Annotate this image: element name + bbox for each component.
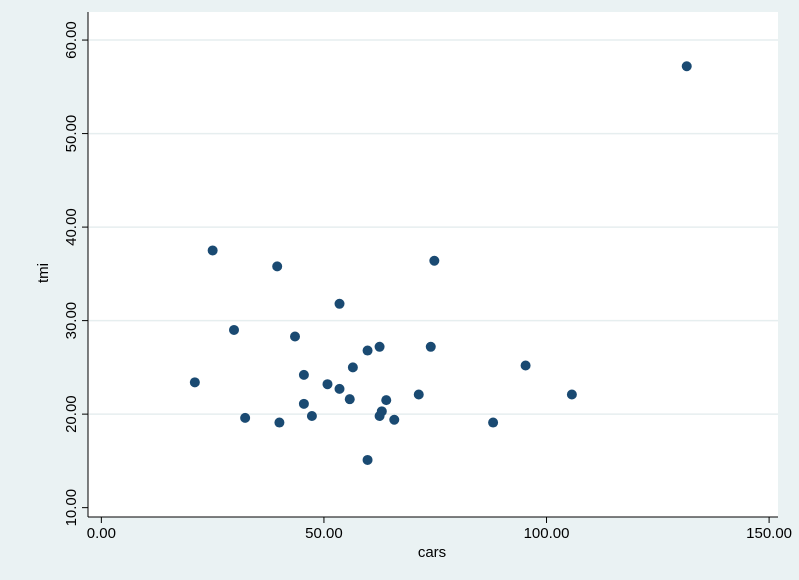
data-point	[488, 418, 498, 428]
data-point	[299, 399, 309, 409]
data-point	[363, 346, 373, 356]
y-tick-label: 30.00	[63, 302, 80, 340]
y-tick-label: 60.00	[63, 21, 80, 59]
data-point	[414, 389, 424, 399]
data-point	[240, 413, 250, 423]
data-point	[348, 362, 358, 372]
x-axis-title: cars	[418, 544, 446, 561]
y-axis-title: tmi	[35, 263, 52, 283]
y-axis-ticks: 10.00 20.00 30.00 40.00 50.00 60.00	[63, 21, 88, 526]
data-point	[375, 411, 385, 421]
data-point	[375, 342, 385, 352]
data-point	[345, 394, 355, 404]
data-point	[322, 379, 332, 389]
data-point	[521, 361, 531, 371]
data-point	[363, 455, 373, 465]
x-tick-label: 0.00	[87, 525, 116, 542]
data-point	[299, 370, 309, 380]
data-point	[190, 377, 200, 387]
x-tick-label: 50.00	[305, 525, 343, 542]
data-point	[307, 411, 317, 421]
data-point	[290, 332, 300, 342]
x-axis-ticks: 0.00 50.00 100.00 150.00	[87, 517, 792, 542]
x-tick-label: 150.00	[746, 525, 792, 542]
data-point	[567, 389, 577, 399]
data-point	[335, 299, 345, 309]
data-point	[229, 325, 239, 335]
data-point	[335, 384, 345, 394]
data-point	[682, 61, 692, 71]
data-point	[381, 395, 391, 405]
y-tick-label: 20.00	[63, 395, 80, 433]
y-tick-label: 50.00	[63, 115, 80, 153]
data-point	[272, 261, 282, 271]
x-tick-label: 100.00	[524, 525, 570, 542]
data-point	[389, 415, 399, 425]
data-point	[208, 245, 218, 255]
data-point	[274, 418, 284, 428]
data-point	[426, 342, 436, 352]
y-tick-label: 40.00	[63, 208, 80, 246]
data-point	[429, 256, 439, 266]
y-tick-label: 10.00	[63, 489, 80, 527]
